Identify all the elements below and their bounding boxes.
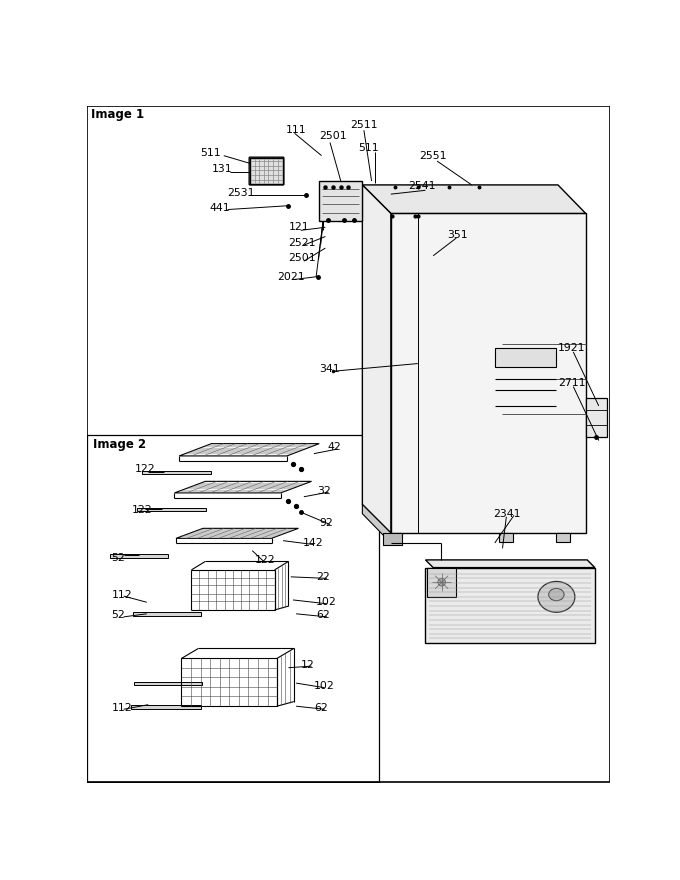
Ellipse shape [538,582,575,612]
Polygon shape [175,481,311,493]
Text: 32: 32 [318,486,331,495]
Bar [495,348,556,368]
Text: Image 1: Image 1 [91,108,144,121]
Text: 122: 122 [254,555,275,565]
Text: 2531: 2531 [228,187,255,198]
Text: 1921: 1921 [558,343,585,353]
Text: 92: 92 [319,518,333,528]
Text: 511: 511 [358,143,378,153]
Text: 2521: 2521 [288,238,316,247]
Text: 112: 112 [112,590,132,599]
Text: 111: 111 [286,125,306,136]
Text: 112: 112 [112,703,132,713]
Text: 2501: 2501 [288,253,316,263]
Polygon shape [427,568,456,597]
Text: 102: 102 [314,681,335,691]
Text: 52: 52 [112,554,125,563]
Polygon shape [135,682,202,686]
Text: 122: 122 [131,505,152,515]
Text: 2541: 2541 [409,181,436,192]
Text: 122: 122 [135,464,155,474]
Text: 511: 511 [201,149,221,158]
Polygon shape [585,398,607,436]
Text: 2551: 2551 [420,150,447,161]
Polygon shape [176,528,299,539]
Text: 62: 62 [316,611,330,620]
Polygon shape [362,504,391,543]
Bar [556,533,571,542]
Text: 2511: 2511 [350,120,377,130]
Polygon shape [131,705,201,708]
Polygon shape [179,444,319,456]
Text: 12: 12 [301,660,315,670]
Text: 62: 62 [314,703,328,713]
Bar [498,533,513,542]
Text: 52: 52 [112,611,125,620]
Text: 2341: 2341 [493,509,521,518]
Polygon shape [133,612,201,616]
Polygon shape [319,181,362,221]
Text: 142: 142 [303,538,323,548]
Bar [88,435,379,781]
Polygon shape [137,508,206,511]
Polygon shape [391,213,585,533]
Circle shape [438,578,445,586]
Bar [426,568,595,643]
Text: 2711: 2711 [558,378,585,388]
Text: 2501: 2501 [319,131,347,142]
Text: Image 2: Image 2 [93,438,146,451]
Polygon shape [250,158,283,184]
Text: 2021: 2021 [277,272,305,282]
Polygon shape [109,554,167,558]
Bar [383,533,403,545]
Polygon shape [362,185,585,213]
Polygon shape [426,560,595,568]
Polygon shape [142,471,211,474]
Text: 22: 22 [316,572,330,582]
Ellipse shape [549,589,564,601]
Text: 351: 351 [447,230,468,240]
Text: 441: 441 [210,203,231,213]
Polygon shape [362,185,391,533]
Text: 42: 42 [327,442,341,451]
Text: 102: 102 [316,598,337,607]
Text: 341: 341 [319,364,340,374]
Text: 121: 121 [288,223,309,232]
Text: 131: 131 [212,164,233,173]
